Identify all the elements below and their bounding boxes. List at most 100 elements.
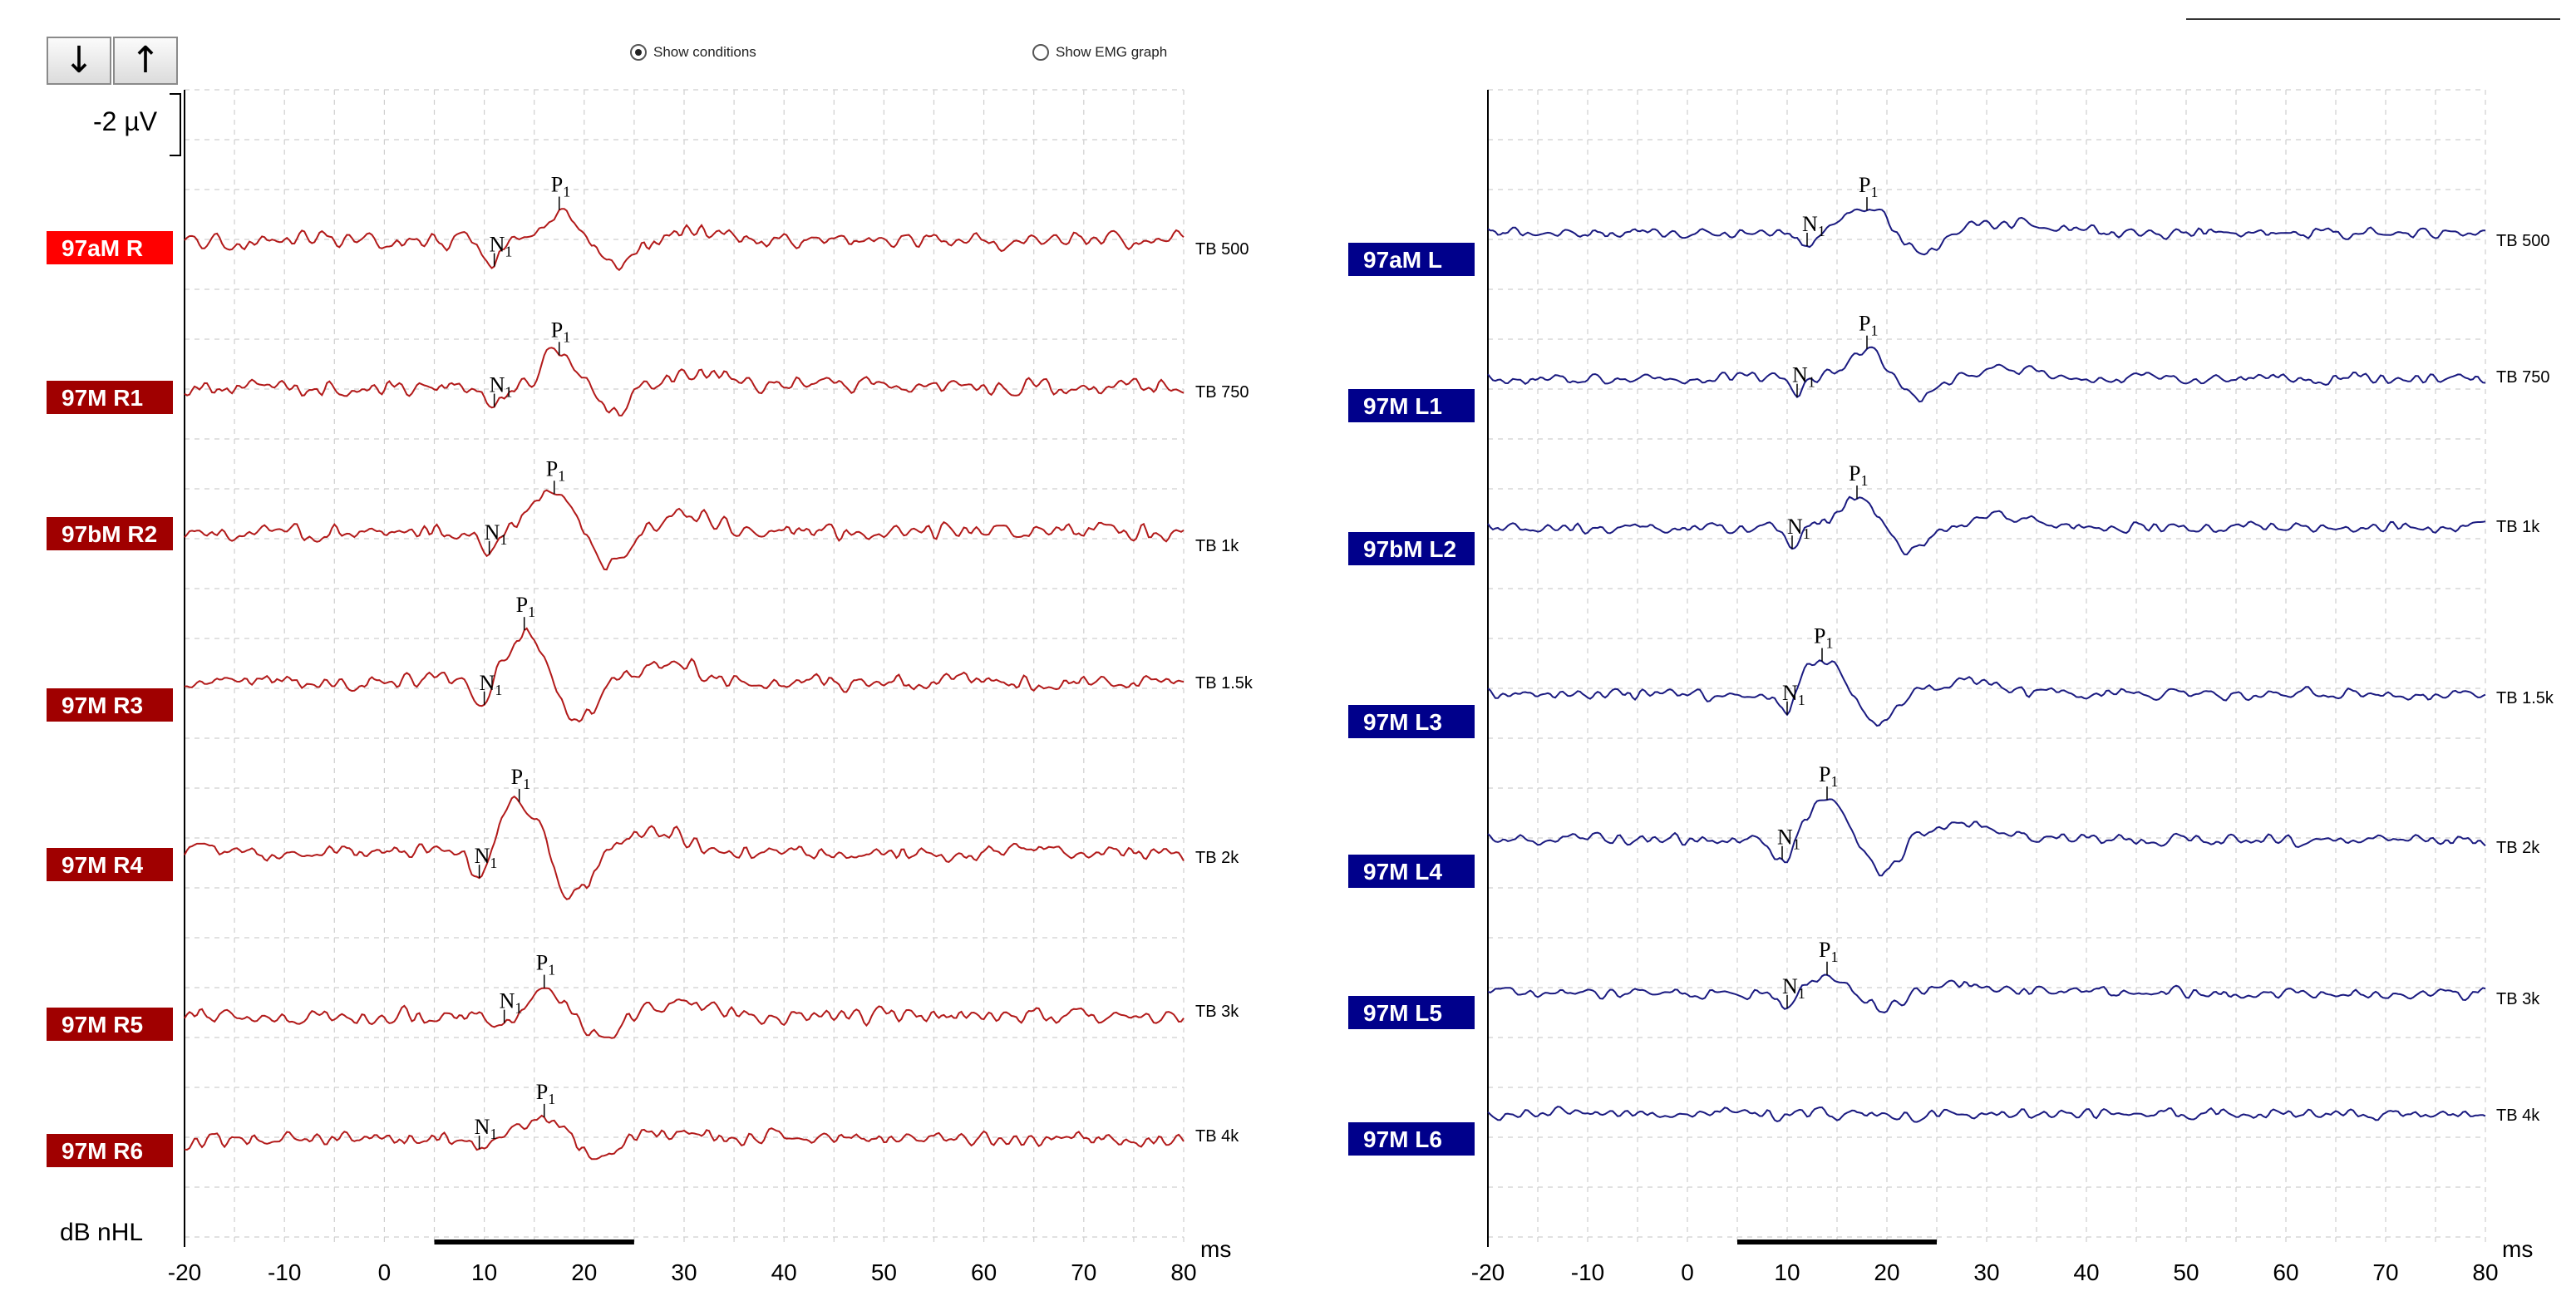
trace-97m-l1: N1 P1 <box>1487 312 2486 403</box>
condition-label: TB 1.5k <box>1195 674 1254 692</box>
n1-marker-label: N1 <box>485 520 508 548</box>
trace-97am-l: N1 P1 <box>1487 173 2486 256</box>
grid <box>1488 89 2486 1247</box>
trace-line <box>1487 495 2486 556</box>
p1-marker-label: P1 <box>1819 762 1838 790</box>
p1-marker-label: P1 <box>546 456 565 484</box>
n1-marker-label: N1 <box>500 989 523 1017</box>
trace-line <box>1487 798 2486 877</box>
p1-marker-label: P1 <box>1819 938 1838 965</box>
x-tick-label: 70 <box>1071 1259 1096 1285</box>
radio-checked-icon <box>630 44 647 61</box>
n1-marker-label: N1 <box>490 233 513 260</box>
x-tick-label: 40 <box>771 1259 797 1285</box>
condition-label: TB 3k <box>2496 990 2540 1008</box>
calibration-bar <box>170 93 181 156</box>
trace-97m-r4: N1 P1 <box>184 765 1185 900</box>
trace-name-label: 97M R6 <box>62 1138 143 1164</box>
trace-97m-l4: N1 P1 <box>1487 762 2486 877</box>
p1-marker-label: P1 <box>516 593 535 620</box>
trace-97m-r1: N1 P1 <box>184 318 1185 416</box>
trace-name-background <box>47 848 173 881</box>
show-emg-label: Show EMG graph <box>1056 44 1168 60</box>
x-tick-label: 10 <box>471 1259 497 1285</box>
trace-name-background <box>47 1134 173 1167</box>
trace-name-background <box>47 1008 173 1041</box>
scroll-up-button[interactable]: ↑ <box>113 37 178 85</box>
trace-97m-l6 <box>1487 1106 2486 1123</box>
p1-marker-label: P1 <box>1859 312 1878 339</box>
trace-name-badge: 97M R3 <box>47 688 173 722</box>
trace-line <box>1487 346 2486 403</box>
trace-name-label: 97aM R <box>62 235 143 261</box>
p1-marker-label: P1 <box>1814 624 1833 652</box>
condition-label: TB 500 <box>1195 240 1249 259</box>
trace-name-background <box>1348 855 1475 888</box>
arrow-down-icon: ↓ <box>63 39 95 81</box>
x-tick-label: 0 <box>378 1259 392 1285</box>
condition-label: TB 1.5k <box>2496 689 2554 707</box>
trace-name-badge: 97M R5 <box>47 1008 173 1041</box>
trace-name-background <box>47 688 173 722</box>
p1-marker-label: P1 <box>536 1080 555 1107</box>
trace-name-background <box>47 517 173 550</box>
trace-name-label: 97M L6 <box>1363 1126 1442 1152</box>
p1-marker-label: P1 <box>536 951 555 978</box>
trace-97bm-l2: N1 P1 <box>1487 461 2486 556</box>
condition-label: TB 750 <box>2496 368 2549 387</box>
condition-label: TB 750 <box>1195 383 1249 402</box>
x-tick-label: 20 <box>1874 1259 1899 1285</box>
trace-name-label: 97M L1 <box>1363 393 1442 419</box>
x-tick-label: 70 <box>2372 1259 2398 1285</box>
trace-line <box>184 987 1185 1039</box>
trace-name-label: 97M R3 <box>62 692 143 718</box>
trace-name-label: 97M R4 <box>62 852 143 878</box>
grid <box>185 89 1185 1247</box>
trace-line <box>1487 973 2486 1013</box>
n1-marker-label: N1 <box>1802 212 1825 239</box>
trace-name-badge: 97aM R <box>47 231 173 264</box>
x-tick-label: 40 <box>2073 1259 2099 1285</box>
n1-marker-label: N1 <box>1782 681 1805 708</box>
trace-line <box>184 489 1185 571</box>
trace-name-badge: 97M L3 <box>1348 705 1475 738</box>
n1-marker-label: N1 <box>1787 515 1810 542</box>
x-tick-label: -20 <box>168 1259 201 1285</box>
scroll-down-button[interactable]: ↓ <box>47 37 111 85</box>
n1-marker-label: N1 <box>490 373 513 401</box>
trace-97m-r5: N1 P1 <box>184 951 1185 1039</box>
n1-marker-label: N1 <box>1782 974 1805 1002</box>
x-tick-label: -10 <box>268 1259 301 1285</box>
trace-name-background <box>47 231 173 264</box>
condition-label: TB 3k <box>1195 1003 1239 1021</box>
p1-marker-label: P1 <box>551 173 570 200</box>
trace-97m-r3: N1 P1 <box>184 593 1185 723</box>
radio-unchecked-icon <box>1032 44 1049 61</box>
show-emg-radio[interactable]: Show EMG graph <box>1032 42 1167 63</box>
trace-97am-r: N1 P1 <box>184 173 1185 272</box>
trace-name-badge: 97M R6 <box>47 1134 173 1167</box>
trace-97m-l3: N1 P1 <box>1487 624 2486 727</box>
trace-name-badge: 97M L4 <box>1348 855 1475 888</box>
x-tick-label: 60 <box>2273 1259 2298 1285</box>
p1-marker-label: P1 <box>1849 461 1868 489</box>
condition-label: TB 1k <box>1195 537 1239 555</box>
x-tick-label: -20 <box>1471 1259 1505 1285</box>
show-conditions-radio[interactable]: Show conditions <box>630 42 756 63</box>
x-axis-label: ms <box>1200 1236 1231 1262</box>
trace-name-label: 97M L5 <box>1363 1000 1442 1026</box>
n1-marker-label: N1 <box>480 671 503 698</box>
trace-line <box>184 208 1185 272</box>
x-tick-label: -10 <box>1571 1259 1604 1285</box>
trace-line <box>1487 659 2486 727</box>
trace-name-badge: 97bM L2 <box>1348 532 1475 565</box>
trace-name-background <box>1348 532 1475 565</box>
x-tick-label: 60 <box>971 1259 997 1285</box>
n1-marker-label: N1 <box>1777 826 1800 853</box>
x-tick-label: 50 <box>871 1259 897 1285</box>
trace-line <box>184 1114 1185 1161</box>
trace-97m-l5: N1 P1 <box>1487 938 2486 1013</box>
trace-name-label: 97M L4 <box>1363 859 1442 885</box>
